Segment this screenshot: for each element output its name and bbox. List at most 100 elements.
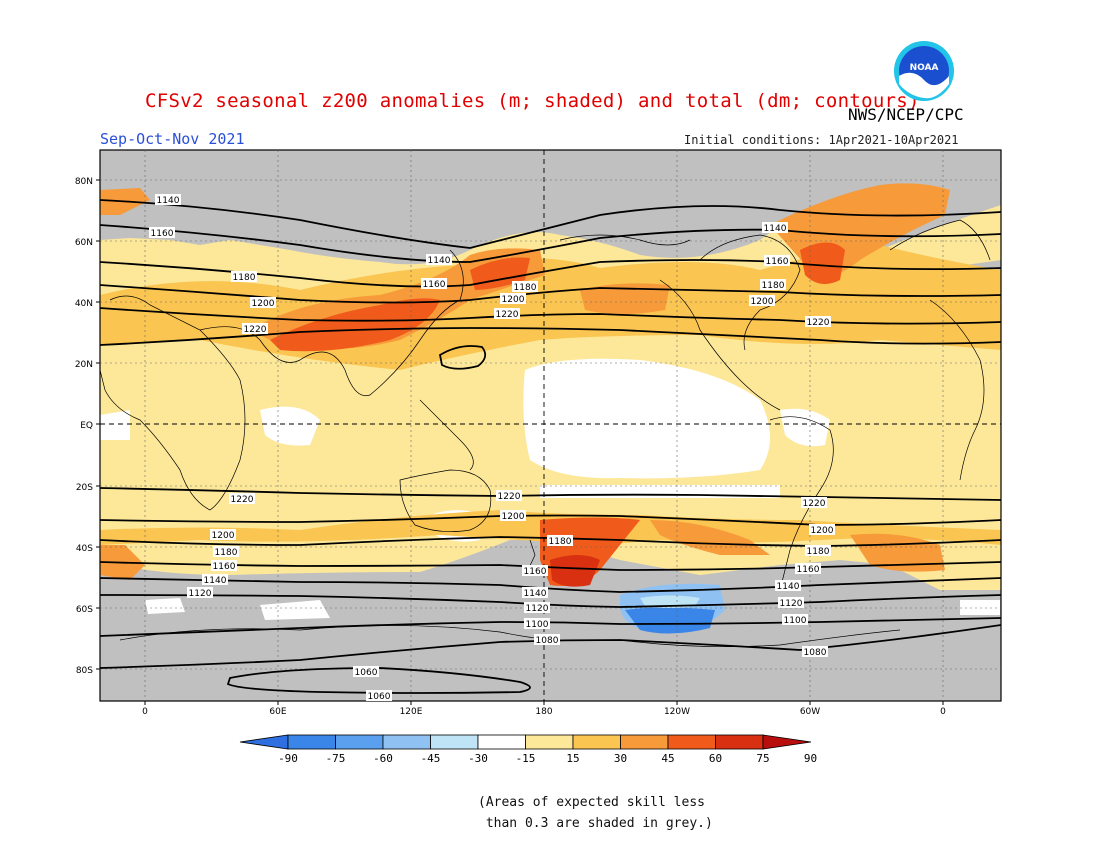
map-field <box>100 150 1001 701</box>
svg-text:1180: 1180 <box>762 281 785 291</box>
lon-label: 60E <box>269 707 286 717</box>
colorbar-segment <box>572 734 621 750</box>
lon-label: 60W <box>800 707 820 717</box>
svg-text:1220: 1220 <box>496 310 519 320</box>
lon-label: 0 <box>940 707 946 717</box>
season-label: Sep-Oct-Nov 2021 <box>100 130 245 148</box>
contour-label: 1160 <box>149 227 175 239</box>
contour-label: 1100 <box>782 614 808 626</box>
colorbar-segment <box>667 734 716 750</box>
contour-label: 1160 <box>795 563 821 575</box>
svg-text:1140: 1140 <box>204 576 227 586</box>
map-title: CFSv2 seasonal z200 anomalies (m; shaded… <box>145 90 920 112</box>
lat-labels: 80N 60N 40N 20N EQ 20S 40S 60S 80S <box>75 177 93 676</box>
svg-text:1120: 1120 <box>780 599 803 609</box>
svg-text:1160: 1160 <box>151 229 174 239</box>
colorbar-tick-label: -45 <box>421 752 441 765</box>
contour-label: 1200 <box>210 529 236 541</box>
lat-label: 80S <box>76 666 93 676</box>
colorbar-end-high <box>762 734 812 750</box>
contour-label: 1140 <box>762 222 788 234</box>
svg-text:1220: 1220 <box>244 325 267 335</box>
contour-label: 1160 <box>764 255 790 267</box>
contour-label: 1120 <box>778 597 804 609</box>
colorbar-segment <box>335 734 384 750</box>
lat-label: 60S <box>76 605 93 615</box>
svg-text:1220: 1220 <box>231 495 254 505</box>
lat-label: EQ <box>80 421 93 431</box>
contour-label: 1140 <box>155 194 181 206</box>
contour-label: 1220 <box>801 497 827 509</box>
noaa-logo-icon: NOAA <box>894 41 954 101</box>
contour-label: 1200 <box>500 510 526 522</box>
contour-label: 1180 <box>231 271 257 283</box>
svg-text:1140: 1140 <box>777 582 800 592</box>
lat-label: 40S <box>76 544 93 554</box>
colorbar-tick-label: -60 <box>373 752 393 765</box>
colorbar-segment <box>430 734 479 750</box>
colorbar-segment <box>525 734 574 750</box>
contour-label: 1140 <box>522 587 548 599</box>
svg-text:1160: 1160 <box>766 257 789 267</box>
contour-label: 1100 <box>524 618 550 630</box>
lat-label: 20N <box>75 360 93 370</box>
svg-text:1140: 1140 <box>524 589 547 599</box>
svg-text:1200: 1200 <box>502 295 525 305</box>
svg-text:1160: 1160 <box>797 565 820 575</box>
colorbar-tick-label: -15 <box>516 752 536 765</box>
agency-label: NWS/NCEP/CPC <box>848 105 964 124</box>
svg-text:1160: 1160 <box>524 567 547 577</box>
svg-text:1200: 1200 <box>502 512 525 522</box>
lon-labels: 0 60E 120E 180 120W 60W 0 <box>142 707 946 717</box>
colorbar-tick-label: 15 <box>566 752 579 765</box>
colorbar-tick-label: -90 <box>278 752 298 765</box>
svg-text:1100: 1100 <box>784 616 807 626</box>
colorbar-tick-label: 45 <box>661 752 674 765</box>
colorbar-segment <box>287 734 336 750</box>
colorbar-tick-label: 60 <box>709 752 722 765</box>
contour-labels: 1140 1160 1180 1200 1220 1140 1160 1180 … <box>149 194 835 702</box>
svg-text:1180: 1180 <box>215 548 238 558</box>
svg-text:1120: 1120 <box>189 589 212 599</box>
colorbar-tick-label: -75 <box>326 752 346 765</box>
svg-text:1080: 1080 <box>804 648 827 658</box>
contour-label: 1140 <box>426 254 452 266</box>
lat-label: 60N <box>75 238 93 248</box>
colorbar: -90 -75 -60 -45 -30 -15 15 30 45 60 75 90 <box>239 734 817 765</box>
svg-text:1060: 1060 <box>355 668 378 678</box>
svg-text:1180: 1180 <box>514 283 537 293</box>
colorbar-segment <box>620 734 669 750</box>
colorbar-tick-label: 75 <box>756 752 769 765</box>
coastlines <box>100 219 991 648</box>
svg-text:1220: 1220 <box>498 492 521 502</box>
contour-label: 1080 <box>802 646 828 658</box>
contour-label: 1220 <box>494 308 520 320</box>
contour-label: 1220 <box>229 493 255 505</box>
svg-text:NOAA: NOAA <box>910 63 939 73</box>
svg-text:1180: 1180 <box>807 547 830 557</box>
lon-label: 0 <box>142 707 148 717</box>
colorbar-end-low <box>239 734 289 750</box>
contour-label: 1060 <box>353 666 379 678</box>
height-contours <box>100 199 1001 694</box>
svg-text:1160: 1160 <box>423 280 446 290</box>
lat-label: 40N <box>75 299 93 309</box>
contour-label: 1180 <box>805 545 831 557</box>
svg-text:1180: 1180 <box>549 537 572 547</box>
svg-text:1200: 1200 <box>751 297 774 307</box>
colorbar-tick-label: -30 <box>468 752 488 765</box>
svg-text:1220: 1220 <box>803 499 826 509</box>
lat-label: 80N <box>75 177 93 187</box>
skill-note: (Areas of expected skill less than 0.3 a… <box>478 795 713 831</box>
contour-label: 1160 <box>211 560 237 572</box>
contour-label: 1120 <box>524 602 550 614</box>
svg-text:1100: 1100 <box>526 620 549 630</box>
svg-text:1120: 1120 <box>526 604 549 614</box>
contour-label: 1060 <box>366 690 392 702</box>
lat-label: 20S <box>76 483 93 493</box>
lon-label: 180 <box>535 707 552 717</box>
svg-text:1200: 1200 <box>811 526 834 536</box>
contour-label: 1220 <box>805 316 831 328</box>
svg-text:1140: 1140 <box>428 256 451 266</box>
